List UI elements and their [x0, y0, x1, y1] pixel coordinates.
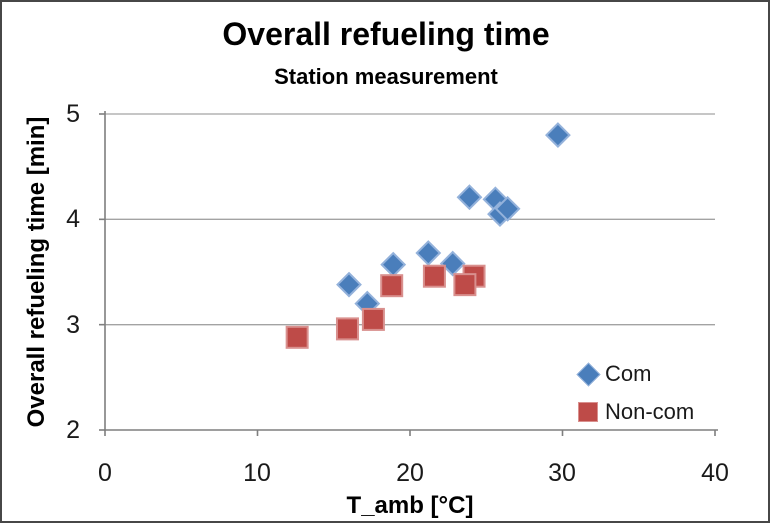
data-point-com	[380, 251, 407, 278]
x-tick-label: 30	[548, 459, 576, 487]
x-tick-label: 20	[396, 459, 424, 487]
x-tick-label: 40	[701, 459, 729, 487]
chart-subtitle: Station measurement	[274, 64, 498, 89]
y-tick-label: 4	[66, 205, 80, 233]
x-tick-label: 0	[98, 459, 112, 487]
diamond-marker-icon	[576, 362, 601, 387]
x-axis-title: T_amb [°C]	[346, 492, 474, 519]
legend-item-com: Com	[576, 355, 726, 393]
legend-label-com: Com	[605, 361, 652, 386]
legend-label-noncom: Non-com	[605, 399, 695, 424]
data-point-com	[494, 195, 521, 222]
data-point-com	[545, 122, 571, 148]
square-marker-icon	[576, 400, 600, 424]
data-point-com	[439, 250, 466, 277]
y-tick-label: 2	[66, 416, 80, 444]
legend-item-noncom: Non-com	[576, 393, 726, 431]
data-point-non-com	[380, 274, 404, 298]
data-point-non-com	[335, 317, 359, 341]
y-tick-label: 5	[66, 100, 80, 128]
data-point-com	[336, 271, 362, 298]
legend: Com Non-com	[576, 355, 726, 431]
chart-title: Overall refueling time	[222, 16, 550, 52]
data-point-com	[415, 240, 442, 266]
data-point-non-com	[422, 264, 446, 288]
data-point-non-com	[453, 273, 477, 297]
data-point-non-com	[285, 325, 309, 349]
y-tick-label: 3	[66, 311, 80, 339]
x-tick-label: 10	[243, 459, 271, 487]
data-point-non-com	[361, 307, 385, 331]
data-point-com	[456, 184, 483, 211]
